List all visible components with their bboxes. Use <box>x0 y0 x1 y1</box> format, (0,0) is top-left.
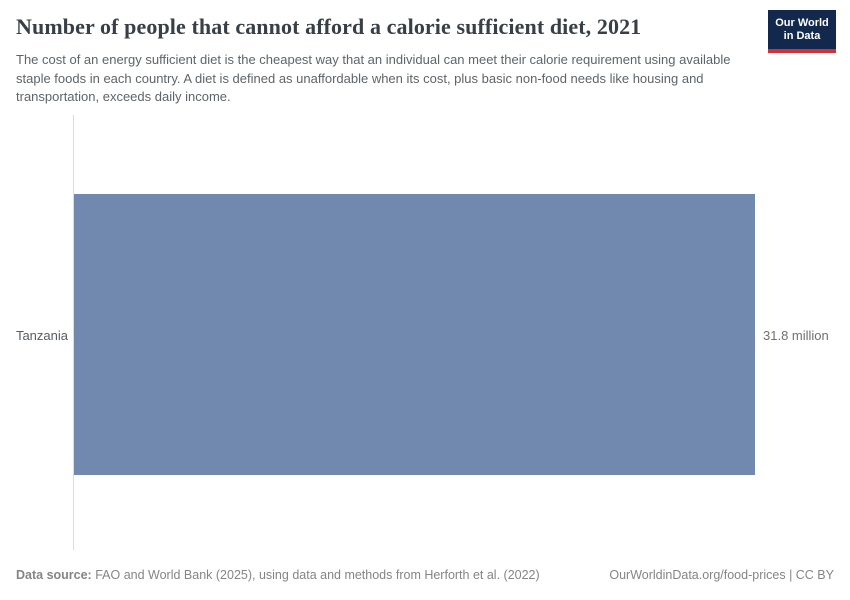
owid-logo[interactable]: Our World in Data <box>768 10 836 53</box>
entity-label-tanzania: Tanzania <box>15 328 68 343</box>
y-axis-line <box>73 115 74 550</box>
chart-subtitle: The cost of an energy sufficient diet is… <box>16 52 731 104</box>
value-label-tanzania: 31.8 million <box>763 328 829 343</box>
page-title: Number of people that cannot afford a ca… <box>16 14 642 39</box>
data-source-label: Data source: <box>16 568 92 582</box>
bar-tanzania[interactable] <box>74 194 755 475</box>
owid-logo-line2: in Data <box>783 29 821 42</box>
owid-logo-line1: Our World <box>775 16 829 29</box>
data-source: Data source: FAO and World Bank (2025), … <box>16 568 540 582</box>
data-source-text: FAO and World Bank (2025), using data an… <box>95 568 540 582</box>
chart-footer: Data source: FAO and World Bank (2025), … <box>16 568 834 582</box>
footer-link[interactable]: OurWorldinData.org/food-prices | CC BY <box>609 568 834 582</box>
